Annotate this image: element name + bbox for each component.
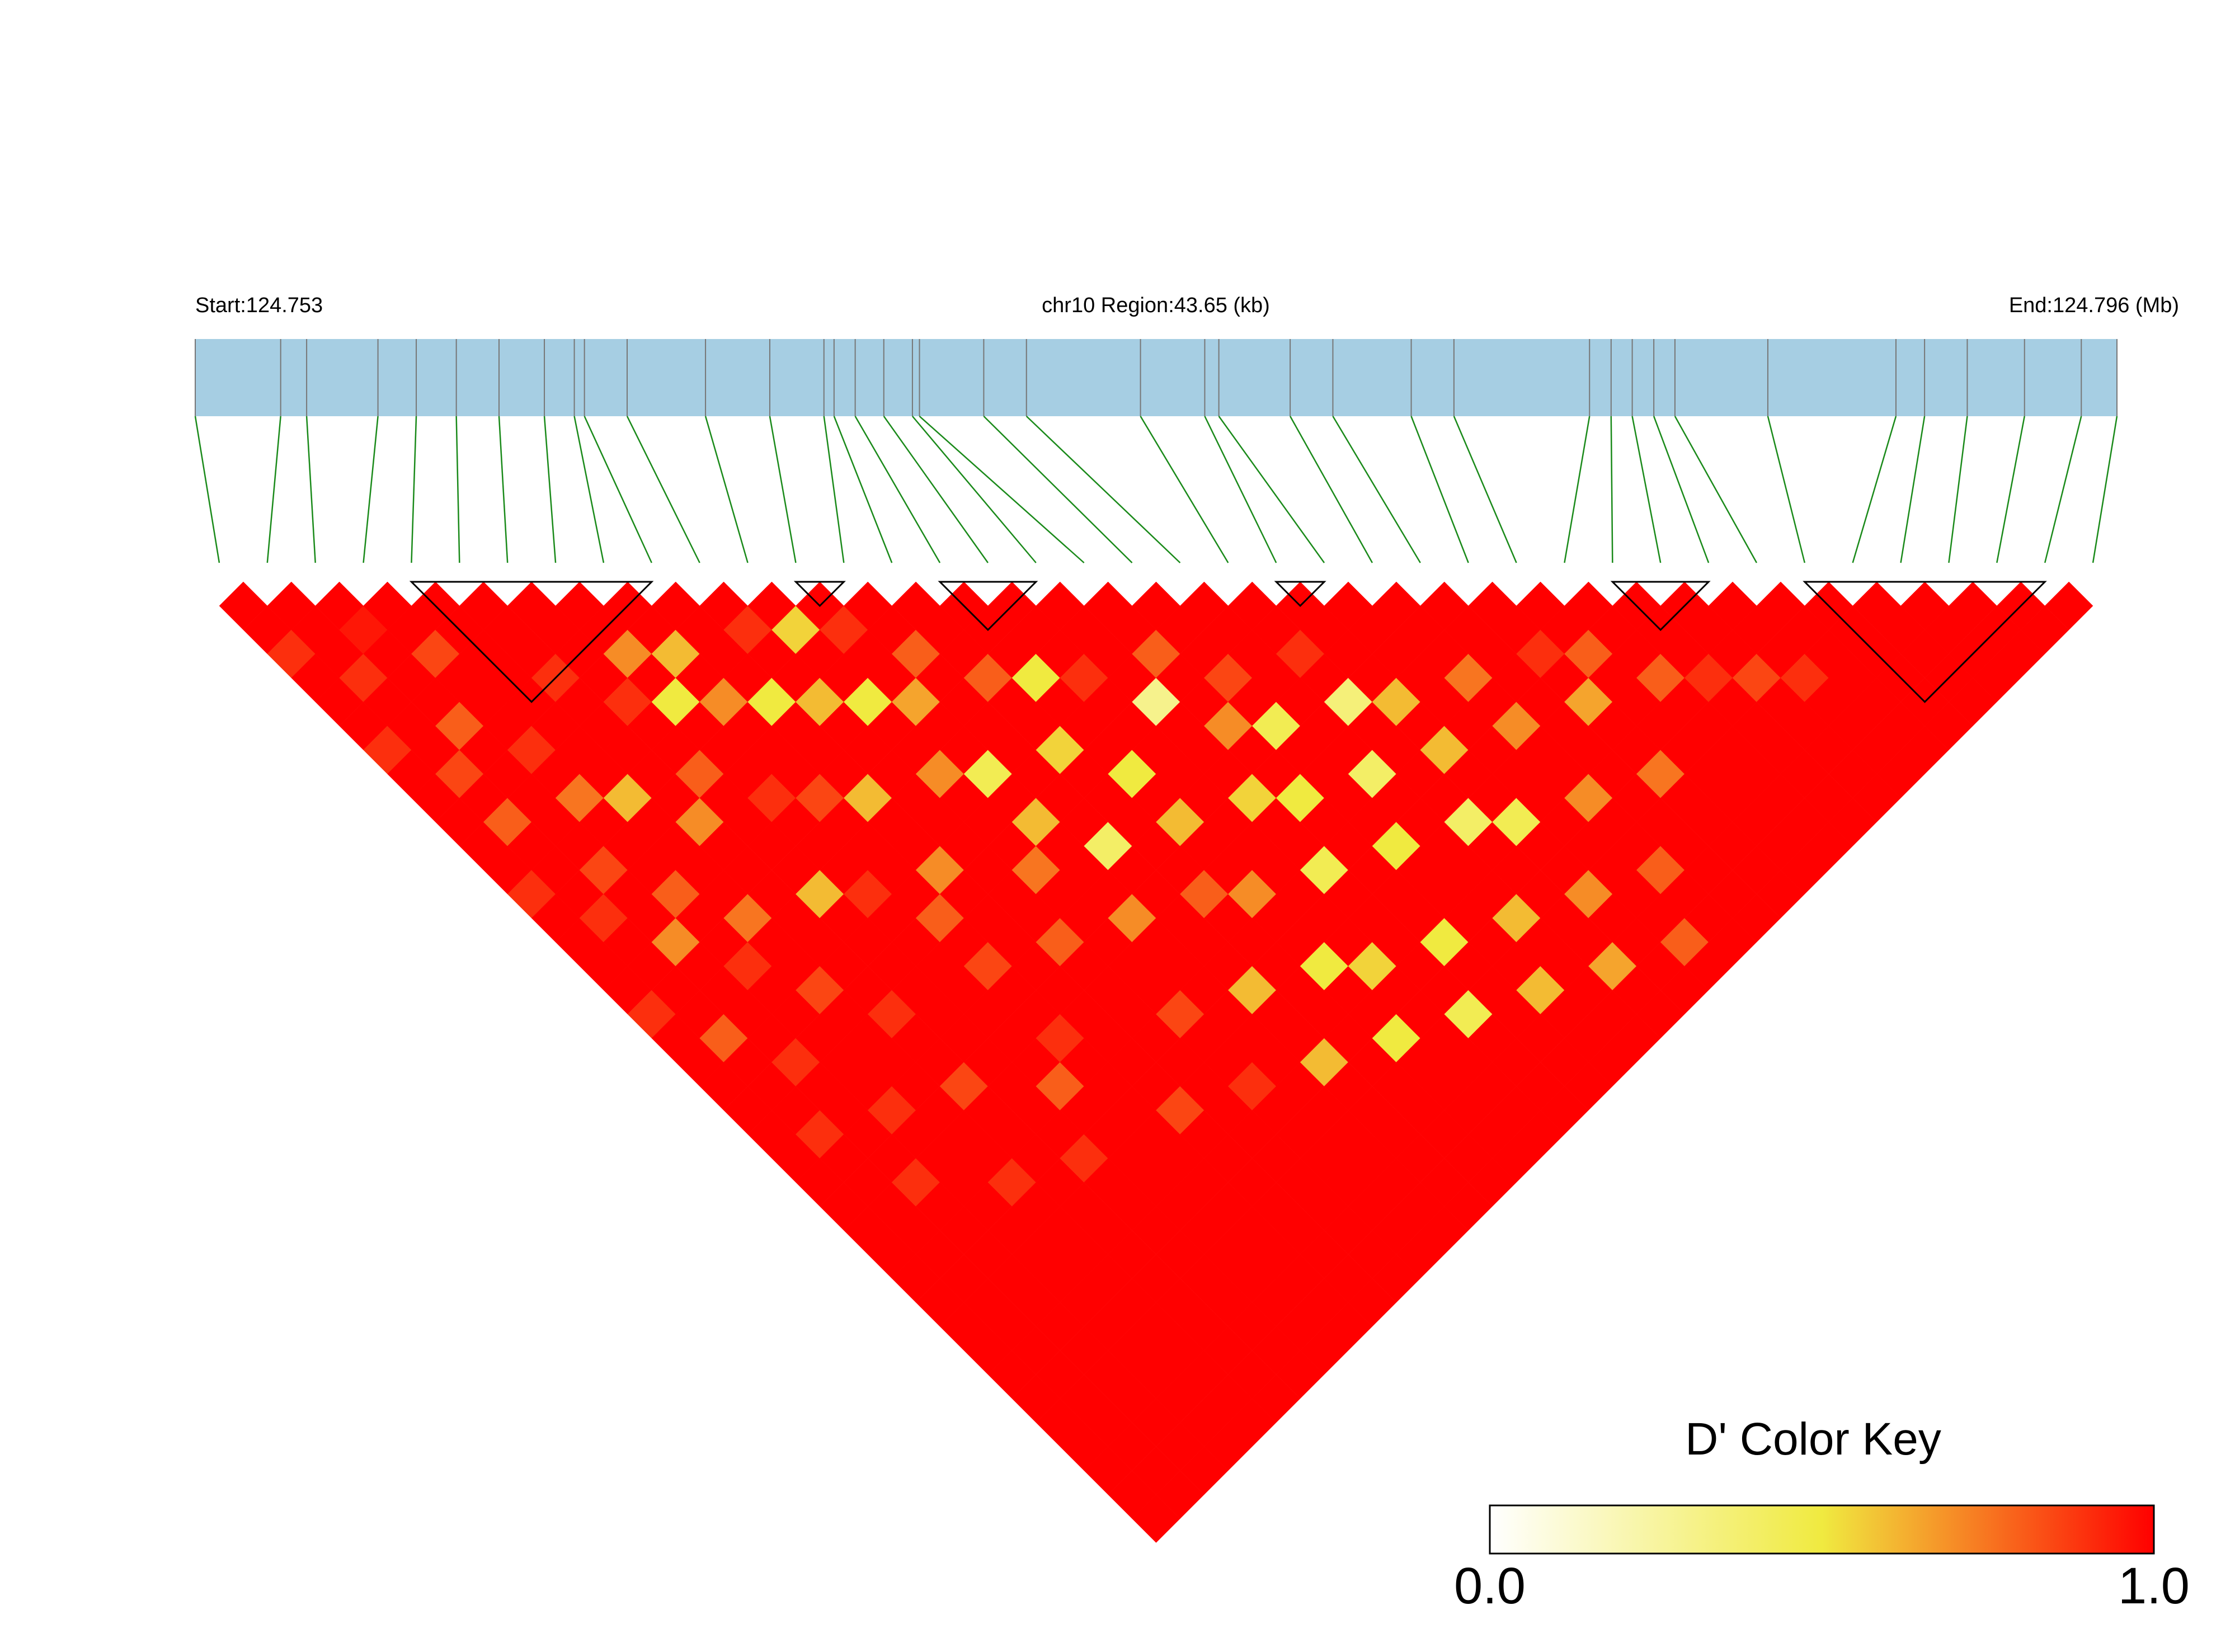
snp-connector — [1767, 416, 1806, 563]
snp-connector — [833, 416, 893, 563]
snp-connector — [363, 416, 379, 563]
snp-connector — [983, 416, 1133, 563]
snp-connector — [1564, 416, 1591, 563]
snp-connector — [584, 416, 652, 563]
colorbar-tick-label: 1.0 — [2118, 1557, 2190, 1615]
colorbar-tick-label: 0.0 — [1454, 1557, 1526, 1615]
ld-block — [1610, 581, 1711, 631]
snp-connector — [919, 416, 1085, 563]
snp-connector — [1453, 416, 1517, 563]
snp-connector — [1410, 416, 1469, 563]
snp-connector — [769, 416, 797, 563]
snp-connector — [573, 416, 605, 563]
snp-connector — [1852, 416, 1897, 563]
snp-connector — [1610, 416, 1613, 563]
snp-connector — [498, 416, 509, 563]
snp-connector — [1653, 416, 1710, 563]
snp-connector — [1204, 416, 1277, 563]
snp-connector — [1674, 416, 1758, 563]
snp-connector — [626, 416, 700, 563]
snp-connector — [455, 416, 460, 563]
snp-connector — [1025, 416, 1181, 563]
position-bar — [195, 339, 2117, 416]
snp-connector — [1631, 416, 1662, 563]
ld-block — [1803, 581, 2047, 703]
snp-connector — [823, 416, 845, 563]
snp-connector — [1948, 416, 1968, 563]
snp-connector — [704, 416, 749, 563]
snp-connector — [2092, 416, 2118, 563]
ld-block — [793, 581, 846, 608]
colorbar-title: D' Color Key — [1685, 1414, 1941, 1465]
snp-connector — [1218, 416, 1325, 563]
snp-connector — [194, 416, 220, 563]
snp-connector — [411, 416, 417, 563]
ld-block — [938, 581, 1038, 631]
snp-connector — [2044, 416, 2082, 563]
start-label: Start:124.753 — [195, 294, 323, 317]
snp-connector — [911, 416, 1037, 563]
snp-connector — [1996, 416, 2025, 563]
snp-connector — [854, 416, 941, 563]
snp-connector — [1290, 416, 1373, 563]
snp-connector — [266, 416, 281, 563]
ld-block — [409, 581, 654, 703]
snp-connector — [305, 416, 316, 563]
end-label: End:124.796 (Mb) — [2009, 294, 2179, 317]
snp-connector — [1900, 416, 1926, 563]
colorbar — [1489, 1504, 2155, 1555]
snp-connector — [1332, 416, 1421, 563]
snp-connector — [883, 416, 989, 563]
snp-connector — [1140, 416, 1229, 563]
region-label: chr10 Region:43.65 (kb) — [1042, 294, 1270, 317]
ld-cell — [2044, 581, 2093, 630]
ld-block — [1274, 581, 1326, 608]
snp-connector — [543, 416, 557, 563]
